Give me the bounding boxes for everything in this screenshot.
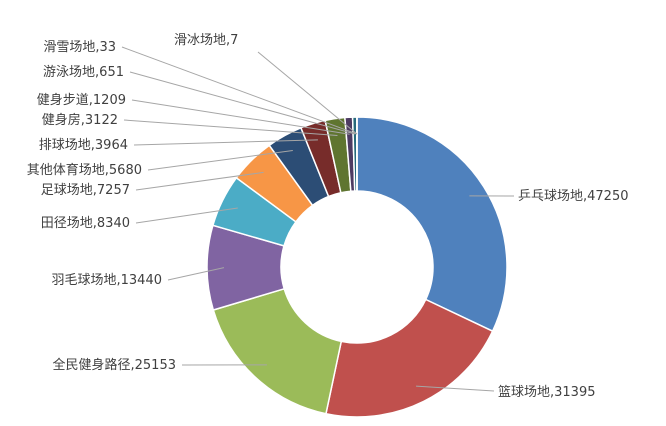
leader-line-2 bbox=[416, 385, 495, 392]
leader-line-11 bbox=[129, 71, 356, 135]
data-label-7: 其他体育场地,5680 bbox=[27, 162, 142, 178]
leader-line-7 bbox=[147, 150, 293, 171]
data-label-4: 羽毛球场地,13440 bbox=[52, 273, 163, 288]
data-label-12: 滑雪场地,33 bbox=[43, 40, 116, 55]
leader-line-8 bbox=[133, 139, 318, 146]
donut-slice-2 bbox=[325, 298, 494, 418]
data-label-9: 健身房,3122 bbox=[42, 112, 118, 128]
leader-line-10 bbox=[131, 99, 350, 135]
data-label-1: 乒乓球场地,47250 bbox=[518, 189, 629, 204]
data-label-10: 健身步道,1209 bbox=[37, 92, 126, 108]
data-label-3: 全民健身路径,25153 bbox=[53, 357, 177, 373]
leader-line-12 bbox=[121, 46, 358, 135]
data-label-11: 游泳场地,651 bbox=[43, 65, 124, 80]
data-labels: 乒乓球场地,47250 篮球场地,31395 全民健身路径,25153 羽毛球场地,1… bbox=[27, 33, 629, 400]
leader-lines bbox=[121, 46, 515, 392]
donut-slice-1 bbox=[356, 116, 508, 333]
data-label-6: 足球场地,7257 bbox=[41, 183, 130, 198]
leader-line-6 bbox=[135, 171, 264, 191]
data-label-8: 排球场地,3964 bbox=[39, 138, 128, 153]
leader-line-5 bbox=[135, 207, 238, 224]
donut-slices bbox=[206, 116, 508, 418]
leader-line-9 bbox=[123, 119, 338, 136]
leader-line-13 bbox=[257, 51, 358, 135]
data-label-2: 篮球场地,31395 bbox=[498, 385, 596, 400]
donut-slice-3 bbox=[212, 287, 343, 415]
data-label-5: 田径场地,8340 bbox=[41, 216, 130, 231]
leader-line-4 bbox=[167, 267, 225, 281]
data-label-13: 滑冰场地,7 bbox=[174, 33, 238, 48]
